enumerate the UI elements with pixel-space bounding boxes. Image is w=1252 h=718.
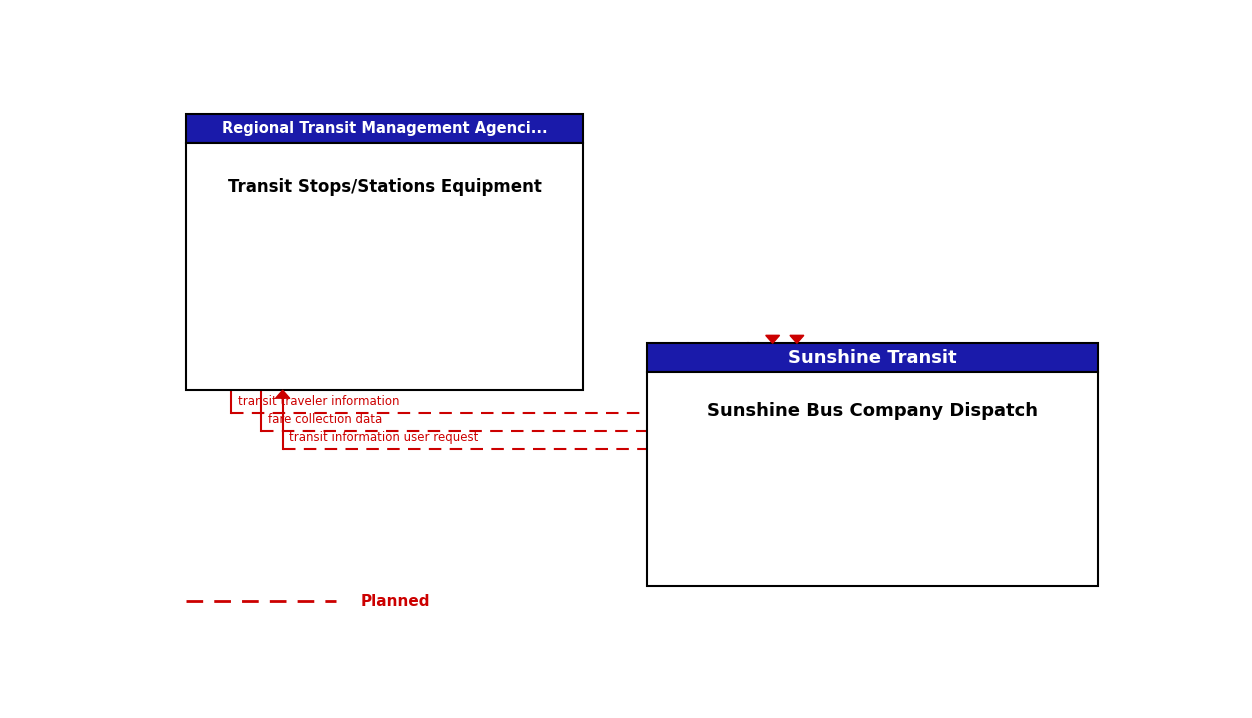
Text: Transit Stops/Stations Equipment: Transit Stops/Stations Equipment (228, 178, 541, 196)
Text: Planned: Planned (361, 594, 429, 609)
Bar (185, 143, 583, 391)
Polygon shape (790, 335, 804, 343)
Text: Sunshine Transit: Sunshine Transit (788, 349, 957, 367)
Bar (646, 372, 1098, 587)
Polygon shape (275, 391, 289, 398)
Text: Sunshine Bus Company Dispatch: Sunshine Bus Company Dispatch (706, 401, 1038, 419)
Text: fare collection data: fare collection data (268, 413, 382, 426)
Polygon shape (766, 335, 780, 343)
Text: transit information user request: transit information user request (289, 431, 478, 444)
Text: Regional Transit Management Agenci...: Regional Transit Management Agenci... (222, 121, 547, 136)
Bar (185, 113, 583, 143)
Bar (646, 343, 1098, 372)
Text: transit traveler information: transit traveler information (238, 396, 399, 409)
